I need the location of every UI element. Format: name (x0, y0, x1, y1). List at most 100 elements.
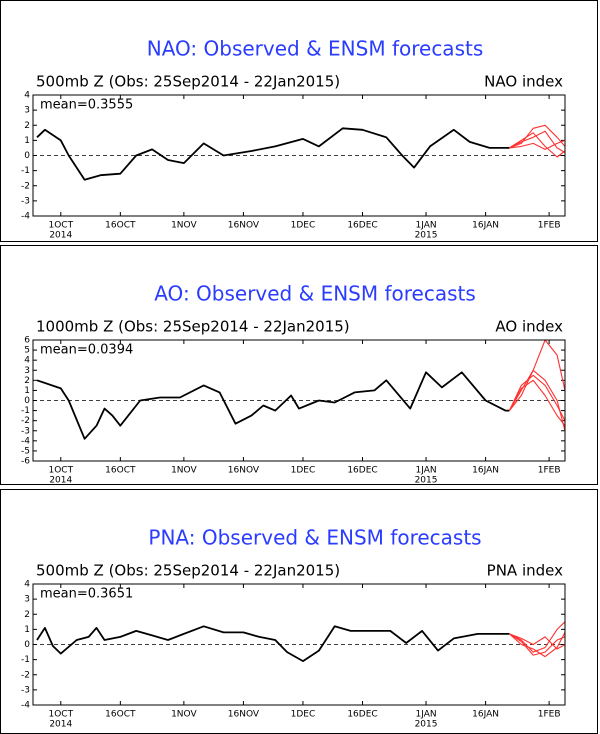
x-tick-label: 1DEC (291, 221, 316, 231)
series-line (509, 632, 566, 658)
x-tick-label: 16DEC (347, 466, 377, 476)
chart-panel: AO: Observed & ENSM forecasts 1000mb Z (O… (0, 245, 598, 486)
x-tick-label: 1FEB (538, 710, 561, 720)
series-line (36, 371, 510, 440)
plot-frame (32, 94, 566, 217)
x-tick-year: 2014 (49, 720, 72, 730)
y-tick-label: 1 (24, 625, 30, 635)
y-tick-label: 1 (24, 386, 30, 396)
x-tick-label: 16NOV (228, 466, 260, 476)
chart-title: NAO: Observed & ENSM forecasts (147, 37, 484, 61)
y-tick-label: -2 (21, 181, 30, 191)
chart-panel: NAO: Observed & ENSM forecasts 500mb Z (O… (0, 0, 598, 242)
x-tick-label: 1FEB (538, 221, 561, 231)
y-tick-label: -4 (21, 701, 30, 711)
chart-subtitle: 1000mb Z (Obs: 25Sep2014 - 22Jan2015) (36, 318, 350, 336)
y-tick-label: 3 (24, 366, 30, 376)
index-label: NAO index (484, 73, 563, 91)
x-tick-label: 1JAN (415, 710, 436, 720)
panel-border (0, 245, 598, 485)
series-line (508, 369, 566, 431)
y-tick-label: 0 (24, 151, 30, 161)
plot-frame (32, 583, 566, 706)
series-line (509, 621, 566, 653)
x-tick-label: 16NOV (228, 710, 260, 720)
y-tick-label: 4 (24, 580, 30, 590)
mean-annotation: mean=0.3555 (40, 98, 133, 113)
x-tick-label: 1OCT (48, 466, 73, 476)
plot-frame (32, 339, 566, 462)
series-line (36, 625, 510, 662)
x-tick-label: 1JAN (415, 221, 436, 231)
panel-border (0, 0, 598, 242)
x-tick-label: 1NOV (171, 710, 197, 720)
x-tick-label: 16NOV (228, 221, 260, 231)
series-line (509, 139, 566, 150)
y-tick-label: 4 (24, 91, 30, 101)
y-tick-label: 2 (24, 610, 30, 620)
y-tick-label: 4 (24, 356, 30, 366)
y-tick-label: -6 (21, 457, 30, 467)
y-tick-label: 2 (24, 121, 30, 131)
x-tick-label: 16OCT (105, 710, 136, 720)
y-tick-label: 0 (24, 640, 30, 650)
series-line (509, 633, 566, 656)
x-tick-label: 16OCT (105, 466, 136, 476)
x-tick-year: 2015 (415, 231, 438, 241)
x-tick-label: 1FEB (538, 466, 561, 476)
y-tick-label: -4 (21, 436, 30, 446)
y-tick-label: -3 (21, 196, 30, 206)
y-tick-label: -3 (21, 685, 30, 695)
x-tick-year: 2015 (415, 720, 438, 730)
y-tick-label: -3 (21, 426, 30, 436)
x-tick-label: 1DEC (291, 710, 316, 720)
y-tick-label: 3 (24, 595, 30, 605)
mean-annotation: mean=0.0394 (40, 343, 133, 358)
y-tick-label: 0 (24, 396, 30, 406)
chart-panel: PNA: Observed & ENSM forecasts 500mb Z (O… (0, 489, 598, 734)
y-tick-label: 5 (24, 346, 30, 356)
x-tick-label: 1DEC (291, 466, 316, 476)
y-tick-label: 6 (24, 336, 30, 346)
chart-title: PNA: Observed & ENSM forecasts (148, 526, 481, 550)
chart-title: AO: Observed & ENSM forecasts (154, 282, 476, 306)
x-tick-year: 2014 (49, 231, 72, 241)
series-line (508, 339, 566, 411)
series-line (36, 127, 510, 181)
series-line (509, 633, 566, 650)
series-line (509, 132, 566, 158)
x-tick-label: 16DEC (347, 221, 377, 231)
y-tick-label: -1 (21, 406, 30, 416)
y-tick-label: -1 (21, 655, 30, 665)
series-line (509, 130, 566, 153)
mean-annotation: mean=0.3651 (40, 587, 133, 602)
index-label: PNA index (487, 562, 563, 580)
x-tick-label: 1JAN (415, 466, 436, 476)
series-line (508, 379, 566, 427)
chart-subtitle: 500mb Z (Obs: 25Sep2014 - 22Jan2015) (36, 73, 340, 91)
y-tick-label: -2 (21, 670, 30, 680)
y-tick-label: 1 (24, 136, 30, 146)
y-tick-label: 3 (24, 106, 30, 116)
x-tick-label: 16OCT (105, 221, 136, 231)
x-tick-label: 16JAN (472, 221, 499, 231)
x-tick-label: 1OCT (48, 710, 73, 720)
y-tick-label: -4 (21, 212, 30, 222)
y-tick-label: -1 (21, 166, 30, 176)
x-tick-year: 2015 (415, 476, 438, 486)
x-tick-year: 2014 (49, 476, 72, 486)
series-line (509, 124, 566, 149)
chart-subtitle: 500mb Z (Obs: 25Sep2014 - 22Jan2015) (36, 562, 340, 580)
y-tick-label: -5 (21, 446, 30, 456)
x-tick-label: 16DEC (347, 710, 377, 720)
x-tick-label: 1NOV (171, 466, 197, 476)
x-tick-label: 1NOV (171, 221, 197, 231)
x-tick-label: 16JAN (472, 466, 499, 476)
x-tick-label: 16JAN (472, 710, 499, 720)
x-tick-label: 1OCT (48, 221, 73, 231)
y-tick-label: 2 (24, 376, 30, 386)
y-tick-label: -2 (21, 416, 30, 426)
index-label: AO index (495, 318, 563, 336)
series-line (508, 374, 566, 421)
